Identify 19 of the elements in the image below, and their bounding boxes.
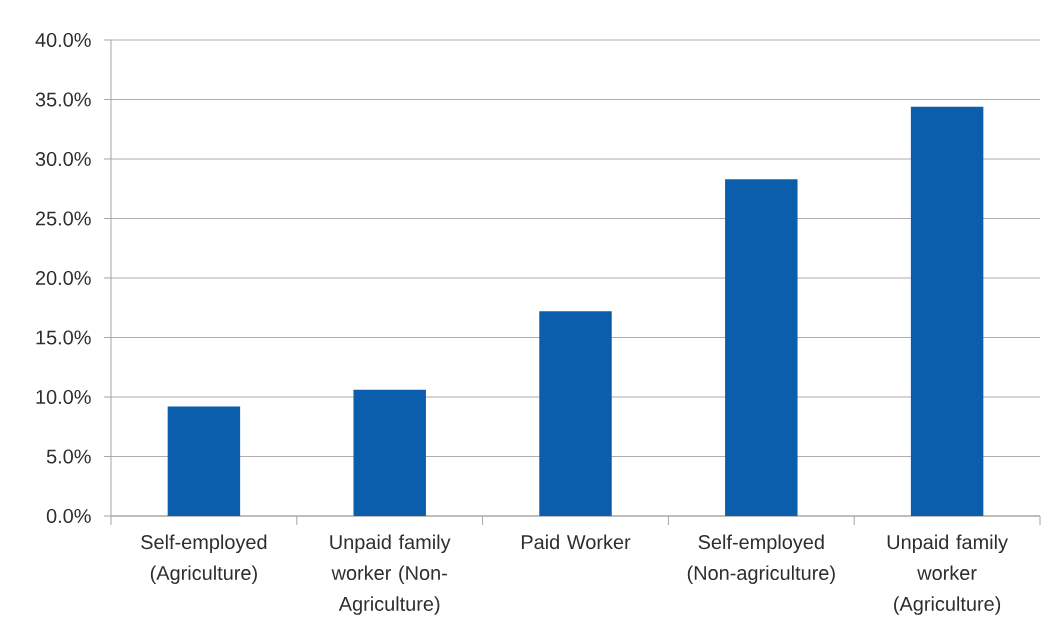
- x-tick-label: Self-employed (Agriculture): [141, 534, 267, 584]
- y-tick-label: 10.0%: [36, 389, 91, 405]
- x-tick-label: Unpaid family worker (Non-Agriculture): [330, 534, 451, 615]
- y-tick-label: 40.0%: [35, 32, 91, 48]
- bar: [539, 311, 612, 516]
- y-tick-label: 20.0%: [35, 270, 91, 286]
- y-tick-label: 30.0%: [35, 151, 91, 167]
- x-tick-label: Self-employed (Non-agriculture): [687, 534, 835, 584]
- bar: [910, 106, 984, 516]
- bar: [167, 406, 241, 516]
- y-tick-label: 35.0%: [35, 92, 91, 107]
- bar: [353, 389, 426, 516]
- y-tick-label: 25.0%: [35, 211, 91, 226]
- y-tick-label: 0.0%: [46, 508, 91, 524]
- bar: [725, 179, 798, 516]
- x-tick-label: Paid Worker: [521, 534, 631, 550]
- y-tick-label: 15.0%: [36, 330, 91, 345]
- x-tick-label: Unpaid family worker (Agriculture): [887, 534, 1008, 615]
- y-tick-label: 5.0%: [46, 449, 91, 464]
